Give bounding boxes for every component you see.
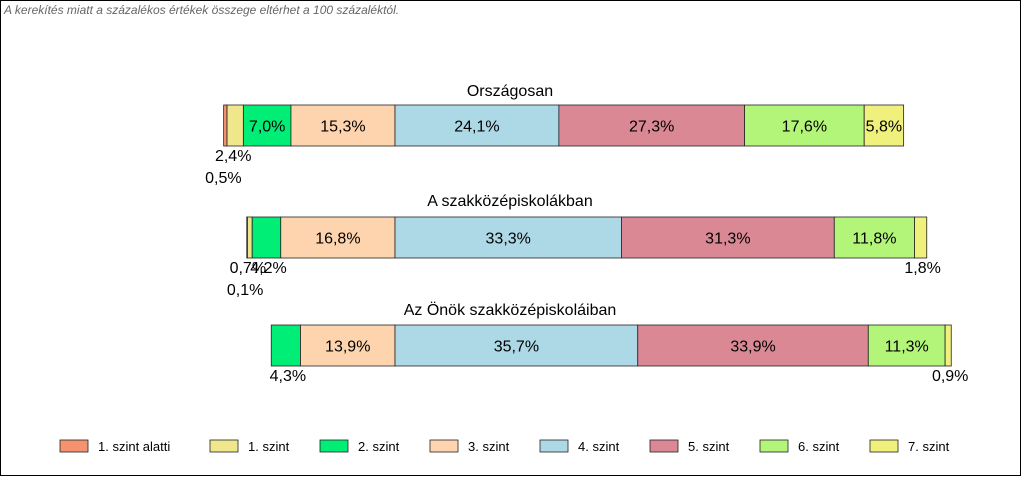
data-label: 13,9% [325,339,370,356]
data-label: 31,3% [705,231,750,248]
bar-segment [867,324,946,367]
bar-segment [223,104,228,147]
group-title: Az Önök szakközépiskoláiban [404,301,617,319]
legend-swatch [429,439,459,453]
bar-segment [744,104,865,147]
data-label: 17,6% [782,119,827,136]
data-label: 27,3% [629,119,674,136]
bar-segment [280,216,396,259]
legend-swatch [209,439,239,453]
data-label: 4,2% [250,260,286,277]
data-label: 1,8% [904,260,940,277]
legend-swatch [539,439,569,453]
data-label: 24,1% [454,119,499,136]
bar-segment [226,104,244,147]
legend-swatch [319,439,349,453]
legend-label: 1. szint alatti [98,439,170,454]
data-label: 33,3% [486,231,531,248]
bar-segment [914,216,928,259]
data-label: 7,0% [249,119,285,136]
data-label: 2,4% [215,148,251,165]
bar-segment [247,216,253,259]
legend-label: 7. szint [908,439,950,454]
legend-swatch [649,439,679,453]
data-label: 15,3% [320,119,365,136]
legend-label: 1. szint [248,439,290,454]
group-title: A szakközépiskolákban [427,193,592,210]
rounding-note: A kerekítés miatt a százalékos értékek ö… [4,3,400,17]
legend-swatch [869,439,899,453]
data-label: 0,5% [205,170,241,187]
data-label: 35,7% [494,339,539,356]
legend-label: 2. szint [358,439,400,454]
data-label: 5,8% [866,119,902,136]
legend-label: 5. szint [688,439,730,454]
data-label: 11,3% [885,339,929,356]
legend-label: 6. szint [798,439,840,454]
bar-segment [944,324,952,367]
data-label: 0,7% [230,260,266,277]
bar-segment [637,324,869,367]
legend-label: 3. szint [468,439,510,454]
data-label: 0,1% [227,282,263,299]
legend-swatch [759,439,789,453]
group-title: Országosan [467,83,553,100]
bar-segment [833,216,915,259]
bar-segment [863,104,905,147]
bar-segment [270,324,301,367]
data-label: 4,3% [270,368,306,385]
bar-segment [621,216,835,259]
bar-segment [251,216,282,259]
legend-label: 4. szint [578,439,620,454]
data-label: 16,8% [315,231,360,248]
data-label: 33,9% [730,339,775,356]
legend-swatch [59,439,89,453]
data-label: 0,9% [932,368,968,385]
bar-segment [242,104,292,147]
bar-segment [394,324,639,367]
bar-segment [558,104,745,147]
data-label: 11,8% [852,231,896,248]
bar-segment [394,216,622,259]
